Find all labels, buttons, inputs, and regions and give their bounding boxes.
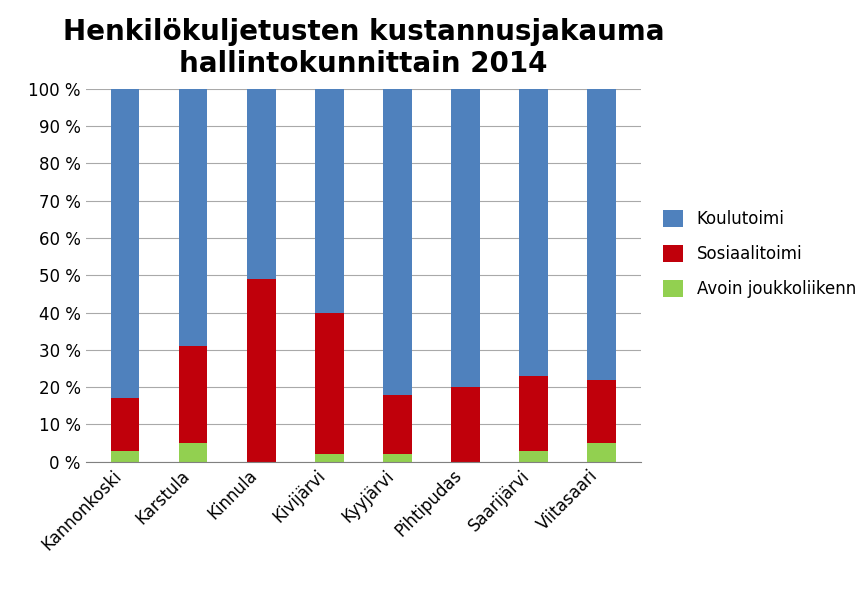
Bar [179,89,208,346]
Bar [111,398,139,451]
Bar [451,89,480,387]
Bar [383,454,412,462]
Legend: Koulutoimi, Sosiaalitoimi, Avoin joukkoliikenne: Koulutoimi, Sosiaalitoimi, Avoin joukkol… [655,201,855,306]
Bar [383,89,412,395]
Bar [247,279,275,462]
Bar [179,346,208,443]
Bar [247,89,275,279]
Bar [519,376,548,451]
Bar [519,89,548,376]
Bar [383,395,412,454]
Bar [315,454,344,462]
Bar [111,451,139,462]
Bar [587,443,616,462]
Bar [315,89,344,313]
Bar [315,313,344,454]
Bar [179,443,208,462]
Bar [587,379,616,443]
Bar [587,89,616,379]
Bar [111,89,139,398]
Bar [451,387,480,462]
Bar [519,451,548,462]
Title: Henkilökuljetusten kustannusjakauma
hallintokunnittain 2014: Henkilökuljetusten kustannusjakauma hall… [62,18,664,78]
